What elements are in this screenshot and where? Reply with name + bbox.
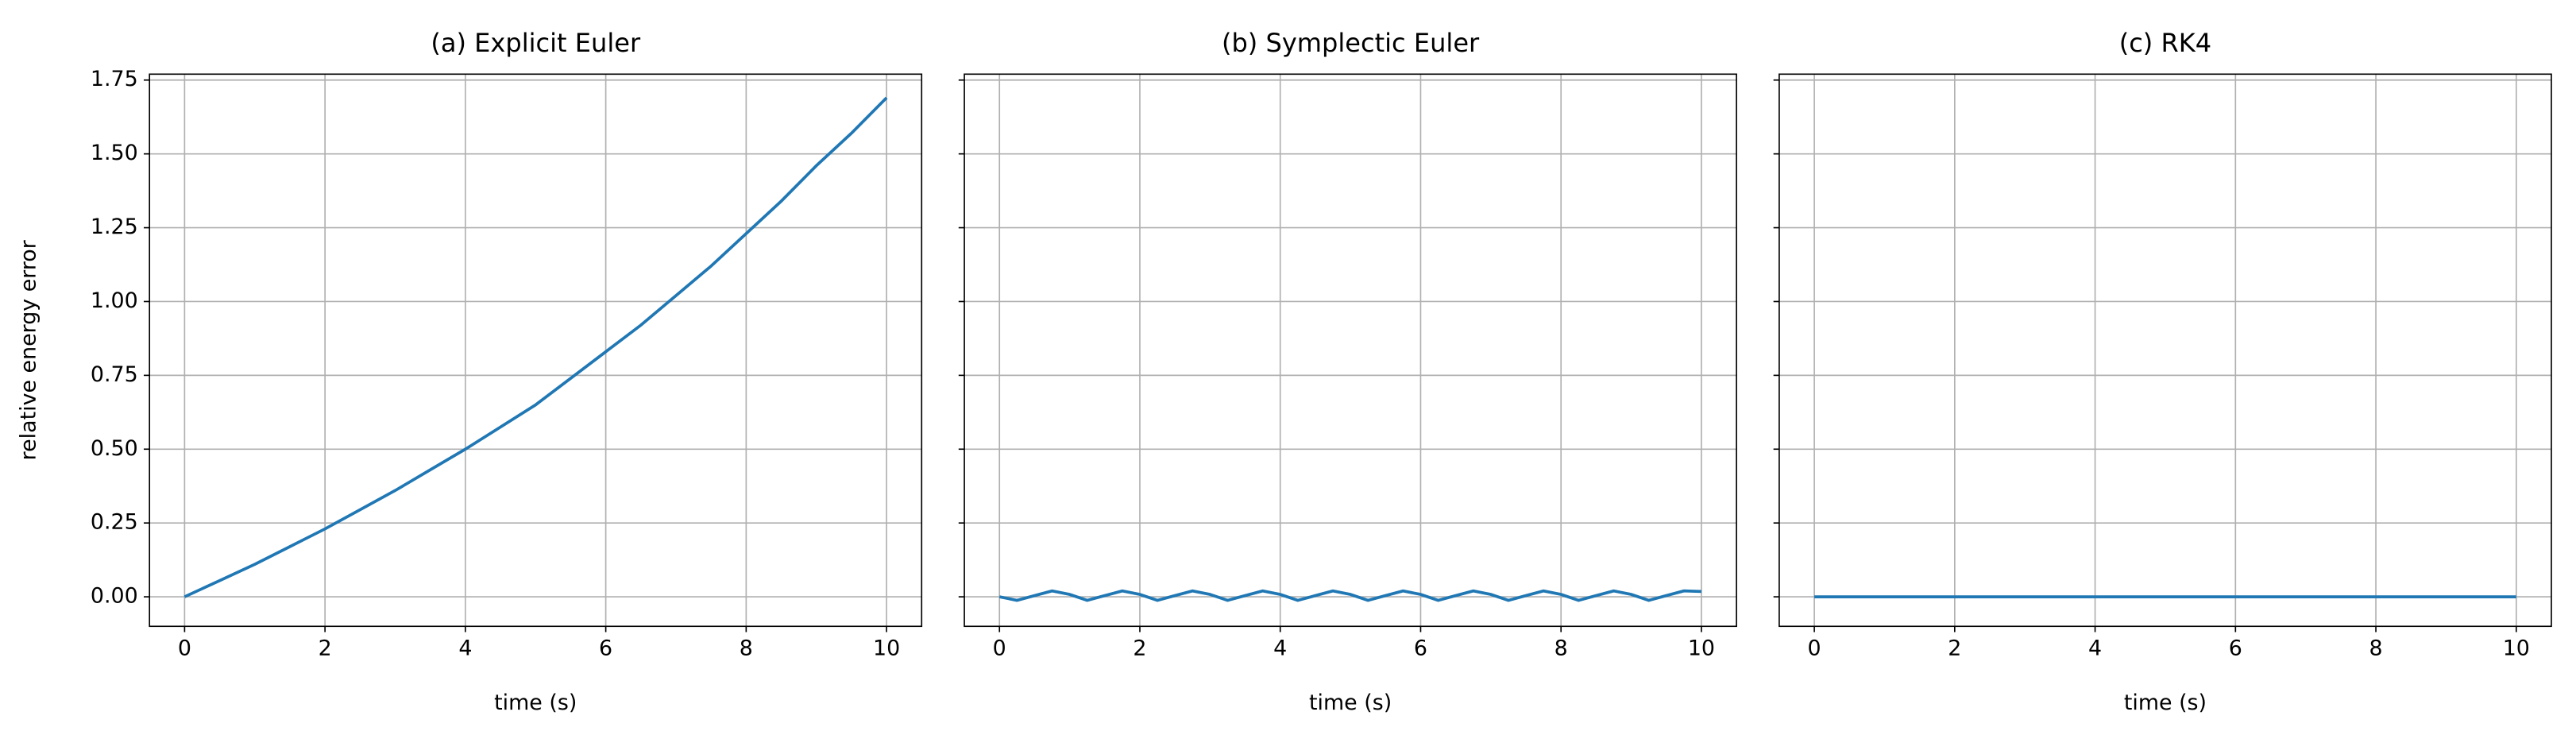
x-axis-label: time (s) xyxy=(494,691,577,715)
y-tick-label: 0.50 xyxy=(91,436,138,461)
x-tick-label: 8 xyxy=(1554,636,1568,661)
x-axis-label: time (s) xyxy=(1309,691,1392,715)
y-tick-label: 1.00 xyxy=(91,288,138,313)
x-tick-label: 4 xyxy=(2088,636,2102,661)
x-tick-label: 0 xyxy=(178,636,191,661)
x-tick-label: 6 xyxy=(2229,636,2242,661)
x-tick-label: 10 xyxy=(2503,636,2530,661)
x-tick-label: 8 xyxy=(2369,636,2382,661)
y-tick-label: 1.50 xyxy=(91,141,138,165)
x-tick-label: 2 xyxy=(1948,636,1961,661)
y-tick-label: 1.75 xyxy=(91,67,138,91)
x-tick-label: 10 xyxy=(1688,636,1715,661)
y-tick-label: 0.25 xyxy=(91,510,138,535)
x-axis-label: time (s) xyxy=(2124,691,2207,715)
axes-frame xyxy=(1778,73,2552,628)
line xyxy=(998,589,1702,602)
x-tick-label: 6 xyxy=(1414,636,1427,661)
axes-frame xyxy=(964,73,1737,628)
line xyxy=(183,96,888,598)
x-tick-label: 8 xyxy=(740,636,753,661)
chart-title: (c) RK4 xyxy=(2119,28,2211,58)
y-axis-label: relative energy error xyxy=(17,239,41,460)
y-tick-label: 0.00 xyxy=(91,584,138,609)
axes-frame xyxy=(149,73,923,628)
chart-title: (a) Explicit Euler xyxy=(431,28,641,58)
y-tick-label: 1.25 xyxy=(91,215,138,239)
x-tick-label: 6 xyxy=(599,636,612,661)
y-tick-label: 0.75 xyxy=(91,362,138,387)
chart-title: (b) Symplectic Euler xyxy=(1222,28,1480,58)
x-tick-label: 0 xyxy=(993,636,1006,661)
x-tick-label: 2 xyxy=(1133,636,1146,661)
x-tick-label: 4 xyxy=(458,636,472,661)
x-tick-label: 2 xyxy=(319,636,332,661)
x-tick-label: 10 xyxy=(873,636,900,661)
x-tick-label: 0 xyxy=(1808,636,1821,661)
x-tick-label: 4 xyxy=(1273,636,1287,661)
